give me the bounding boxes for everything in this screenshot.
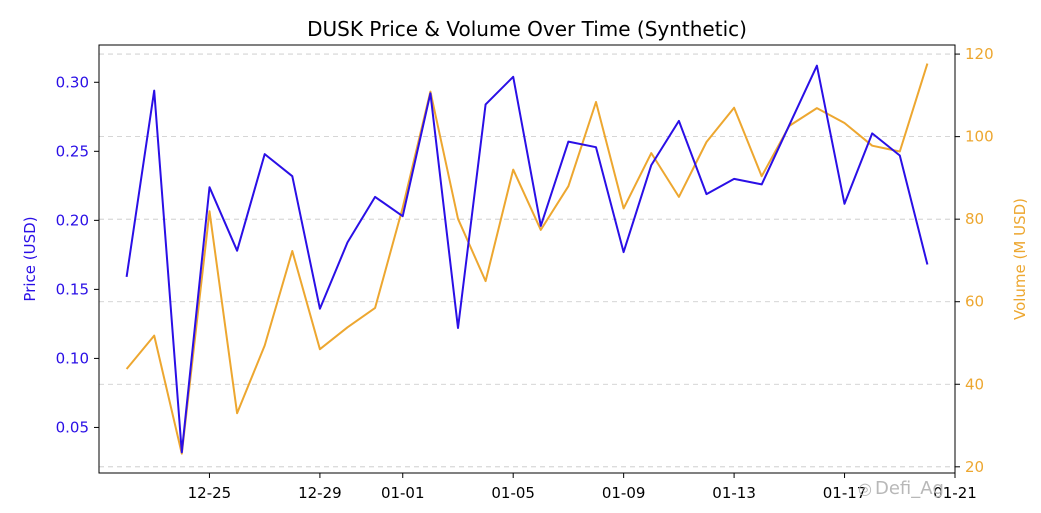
y-left-tick-label: 0.10 [56, 349, 89, 367]
plot-frame [98, 44, 956, 474]
x-tick-label: 01-17 [823, 484, 867, 502]
wechat-icon: ◎ [858, 479, 872, 498]
y-axis-right-label: Volume (M USD) [1011, 198, 1029, 320]
watermark-text: Defi_Ag [874, 478, 944, 499]
y-right-tick-label: 20 [965, 458, 984, 476]
series-line-price [125, 64, 929, 454]
x-tick-label: 01-21 [933, 484, 977, 502]
y-axis-right: 20 40 60 80 100 120 [955, 45, 994, 476]
y-left-tick-label: 0.05 [56, 418, 89, 436]
y-left-tick-label: 0.30 [56, 73, 89, 91]
y-right-tick-label: 120 [965, 45, 994, 63]
x-axis: 12-25 12-29 01-01 01-05 01-09 01-13 01-17 01-21 [188, 473, 977, 502]
series-layer [125, 63, 929, 455]
y-axis-left-label: Price (USD) [21, 216, 39, 301]
x-tick-label: 01-01 [381, 484, 425, 502]
y-right-tick-label: 100 [965, 128, 994, 146]
y-axis-left: 0.05 0.10 0.15 0.20 0.25 0.30 [56, 73, 99, 436]
y-right-tick-label: 60 [965, 293, 984, 311]
y-right-tick-label: 40 [965, 375, 984, 393]
grid-lines [99, 53, 955, 468]
x-tick-label: 12-29 [298, 484, 342, 502]
x-tick-label: 01-09 [602, 484, 646, 502]
y-left-tick-label: 0.15 [56, 280, 89, 298]
x-tick-label: 01-13 [712, 484, 756, 502]
y-left-tick-label: 0.25 [56, 142, 89, 160]
series-line-volume [125, 63, 929, 455]
y-right-tick-label: 80 [965, 210, 984, 228]
watermark: ◎ Defi_Ag [858, 478, 944, 499]
x-tick-label: 12-25 [188, 484, 232, 502]
x-tick-label: 01-05 [491, 484, 535, 502]
y-left-tick-label: 0.20 [56, 211, 89, 229]
chart-title: DUSK Price & Volume Over Time (Synthetic… [307, 17, 747, 41]
